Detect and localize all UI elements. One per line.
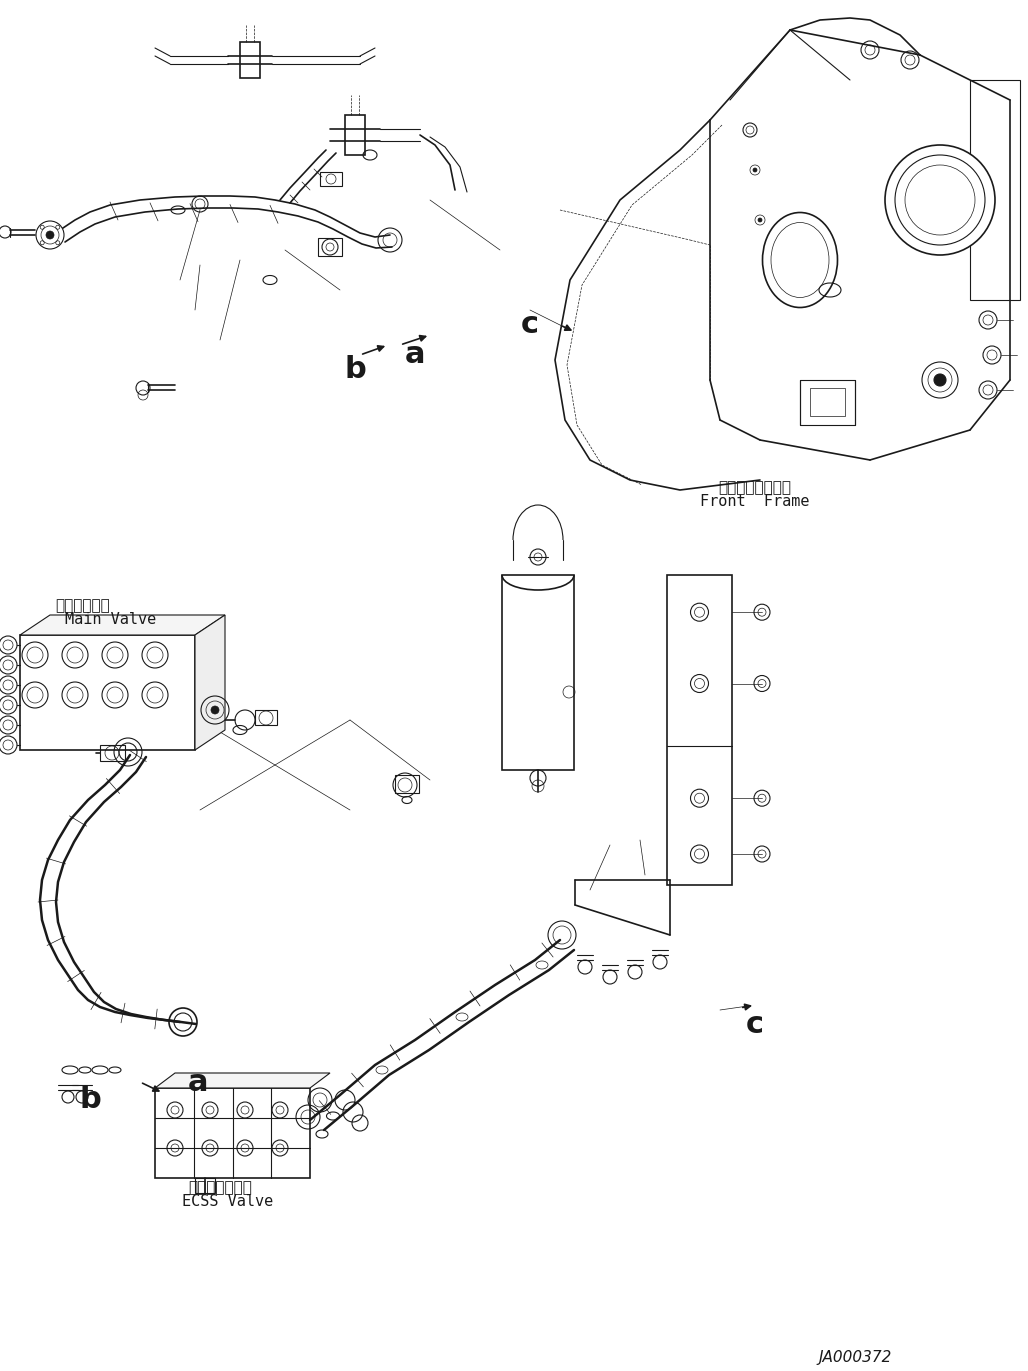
Bar [240, 43, 260, 78]
Circle shape [211, 706, 219, 714]
Text: Main Valve: Main Valve [65, 611, 156, 627]
Text: メインバルブ: メインバルブ [56, 598, 110, 613]
Bar [502, 574, 574, 771]
Text: Front  Frame: Front Frame [700, 494, 810, 509]
Text: ＥＣＳＳバルブ: ＥＣＳＳバルブ [188, 1180, 252, 1196]
Text: a: a [188, 1068, 209, 1097]
Text: c: c [521, 310, 539, 339]
Bar [345, 115, 365, 155]
Text: フロントフレーム: フロントフレーム [719, 480, 792, 495]
Circle shape [36, 221, 64, 250]
Polygon shape [155, 1073, 330, 1089]
Text: a: a [405, 340, 426, 369]
Circle shape [752, 169, 757, 171]
Text: ECSS Valve: ECSS Valve [182, 1194, 273, 1209]
Bar [395, 775, 419, 792]
Circle shape [46, 230, 54, 239]
Bar [320, 171, 342, 186]
Bar [100, 744, 125, 761]
Text: JA000372: JA000372 [818, 1350, 891, 1366]
Bar [970, 80, 1020, 300]
Bar [255, 710, 277, 725]
Bar [810, 388, 845, 415]
Polygon shape [20, 616, 225, 635]
Circle shape [934, 374, 946, 387]
Text: b: b [344, 355, 366, 384]
Bar [20, 635, 195, 750]
Polygon shape [195, 616, 225, 750]
Bar [155, 1089, 310, 1178]
Bar [318, 239, 342, 256]
Text: c: c [746, 1010, 764, 1039]
Text: b: b [79, 1084, 101, 1115]
Bar [667, 574, 732, 886]
Circle shape [885, 145, 995, 255]
Bar [800, 380, 855, 425]
Bar [195, 1178, 215, 1193]
Circle shape [758, 218, 762, 222]
